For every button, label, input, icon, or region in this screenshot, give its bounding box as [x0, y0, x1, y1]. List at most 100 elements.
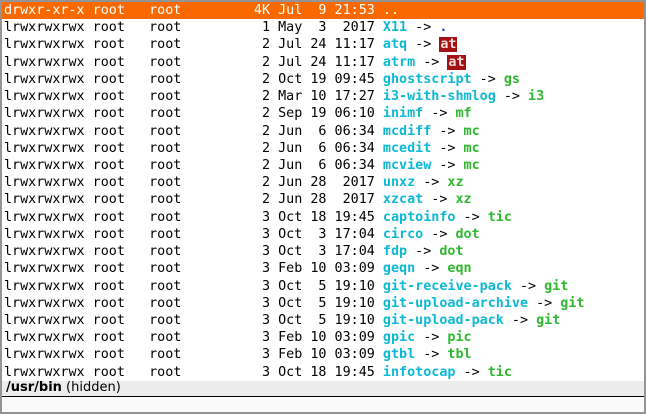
file-name: inimf [382, 106, 424, 122]
file-meta: lrwxrwxrwx root root 2 Mar 10 17:27 [4, 89, 383, 105]
file-row[interactable]: lrwxrwxrwx root root 2 Jun 6 06:34 mcdif… [2, 123, 644, 140]
file-row[interactable]: lrwxrwxrwx root root 2 Jun 28 2017 xzcat… [2, 191, 644, 208]
symlink-arrow: -> [431, 157, 464, 173]
file-name: mcdiff [382, 123, 432, 139]
symlink-target: mc [463, 157, 480, 173]
symlink-target: . [439, 20, 448, 36]
file-row[interactable]: lrwxrwxrwx root root 3 Feb 10 03:09 gtbl… [2, 346, 644, 363]
file-meta: lrwxrwxrwx root root 3 Oct 5 19:10 [4, 295, 383, 311]
status-bar: /usr/bin (hidden) [2, 379, 644, 412]
symlink-target: tic [487, 364, 512, 380]
file-name: gpic [382, 330, 416, 346]
file-row[interactable]: lrwxrwxrwx root root 2 Jul 24 11:17 atq … [2, 36, 644, 53]
file-row[interactable]: lrwxrwxrwx root root 2 Jun 28 2017 unxz … [2, 174, 644, 191]
file-meta: lrwxrwxrwx root root 2 Jul 24 11:17 [4, 37, 383, 53]
file-row[interactable]: lrwxrwxrwx root root 2 Mar 10 17:27 i3-w… [2, 88, 644, 105]
file-meta: lrwxrwxrwx root root 3 Oct 18 19:45 [4, 209, 383, 225]
file-row[interactable]: lrwxrwxrwx root root 1 May 3 2017 X11 ->… [2, 19, 644, 36]
symlink-arrow: -> [415, 330, 448, 346]
file-meta: lrwxrwxrwx root root 3 Oct 3 17:04 [4, 226, 383, 242]
file-row[interactable]: lrwxrwxrwx root root 3 Feb 10 03:09 gpic… [2, 329, 644, 346]
file-row[interactable]: lrwxrwxrwx root root 3 Oct 5 19:10 git-r… [2, 278, 644, 295]
file-name: atq [382, 37, 408, 53]
symlink-target: gs [503, 71, 520, 87]
file-row[interactable]: drwxr-xr-x root root 4K Jul 9 21:53 .. [2, 2, 644, 20]
symlink-arrow: -> [511, 278, 545, 294]
symlink-arrow: -> [415, 54, 448, 70]
file-meta: lrwxrwxrwx root root 2 Jun 28 2017 [4, 175, 383, 191]
file-meta: lrwxrwxrwx root root 3 Feb 10 03:09 [4, 261, 383, 277]
symlink-target: at [447, 54, 466, 70]
symlink-arrow: -> [495, 89, 529, 105]
file-name: git-receive-pack [382, 278, 512, 294]
symlink-arrow: -> [455, 364, 488, 380]
file-name: geqn [382, 261, 416, 277]
file-meta: lrwxrwxrwx root root 3 Oct 5 19:10 [4, 278, 383, 294]
symlink-arrow: -> [423, 226, 456, 242]
file-row[interactable]: lrwxrwxrwx root root 2 Jul 24 11:17 atrm… [2, 54, 644, 71]
symlink-arrow: -> [415, 347, 448, 363]
file-meta: lrwxrwxrwx root root 3 Oct 18 19:45 [4, 364, 383, 380]
file-meta: lrwxrwxrwx root root 2 Jun 6 06:34 [4, 140, 383, 156]
file-row[interactable]: lrwxrwxrwx root root 3 Feb 10 03:09 geqn… [2, 260, 644, 277]
status-line: /usr/bin (hidden) [2, 379, 644, 397]
symlink-target: xz [447, 175, 464, 191]
file-meta: lrwxrwxrwx root root 3 Oct 5 19:10 [4, 312, 383, 328]
file-meta: lrwxrwxrwx root root 3 Oct 3 17:04 [4, 244, 383, 260]
symlink-target: at [439, 37, 458, 53]
file-name: gtbl [382, 347, 416, 363]
file-meta: lrwxrwxrwx root root 2 Jun 6 06:34 [4, 157, 383, 173]
symlink-arrow: -> [415, 175, 448, 191]
file-name: mcview [382, 157, 432, 173]
file-name: git-upload-pack [382, 312, 504, 328]
file-meta: lrwxrwxrwx root root 2 Jun 6 06:34 [4, 123, 383, 139]
file-row[interactable]: lrwxrwxrwx root root 2 Oct 19 09:45 ghos… [2, 71, 644, 88]
symlink-target: tbl [447, 347, 472, 363]
file-meta: lrwxrwxrwx root root 3 Feb 10 03:09 [4, 347, 383, 363]
symlink-arrow: -> [431, 123, 464, 139]
symlink-arrow: -> [423, 192, 456, 208]
file-name: captoinfo [382, 209, 456, 225]
symlink-target: mc [463, 123, 480, 139]
symlink-target: pic [447, 330, 472, 346]
file-row[interactable]: lrwxrwxrwx root root 3 Oct 18 19:45 info… [2, 364, 644, 381]
file-name: ghostscript [382, 71, 472, 87]
file-meta: lrwxrwxrwx root root 2 Jul 24 11:17 [4, 54, 383, 70]
symlink-arrow: -> [407, 20, 440, 36]
file-row[interactable]: lrwxrwxrwx root root 3 Oct 18 19:45 capt… [2, 209, 644, 226]
file-meta: lrwxrwxrwx root root 2 Jun 28 2017 [4, 192, 383, 208]
hidden-files-note: (hidden) [61, 379, 121, 395]
symlink-arrow: -> [415, 261, 448, 277]
symlink-target: i3 [528, 89, 545, 105]
file-name: circo [382, 226, 424, 242]
file-name: mcedit [382, 140, 432, 156]
file-meta: lrwxrwxrwx root root 3 Feb 10 03:09 [4, 330, 383, 346]
symlink-arrow: -> [528, 295, 561, 311]
file-name: X11 [382, 20, 408, 36]
symlink-target: git [560, 295, 585, 311]
symlink-target: xz [455, 192, 472, 208]
symlink-target: git [544, 278, 569, 294]
symlink-target: mf [455, 106, 472, 122]
file-list: drwxr-xr-x root root 4K Jul 9 21:53 .. lr… [2, 2, 644, 381]
file-name: git-upload-archive [382, 295, 529, 311]
file-name: .. [382, 3, 400, 18]
file-row[interactable]: lrwxrwxrwx root root 2 Jun 6 06:34 mcedi… [2, 140, 644, 157]
symlink-arrow: -> [503, 312, 537, 328]
file-row[interactable]: lrwxrwxrwx root root 2 Sep 19 06:10 inim… [2, 105, 644, 122]
file-row[interactable]: lrwxrwxrwx root root 3 Oct 3 17:04 fdp -… [2, 243, 644, 260]
file-row[interactable]: lrwxrwxrwx root root 3 Oct 3 17:04 circo… [2, 226, 644, 243]
file-row[interactable]: lrwxrwxrwx root root 3 Oct 5 19:10 git-u… [2, 312, 644, 329]
file-name: fdp [382, 244, 408, 260]
symlink-target: dot [455, 226, 480, 242]
file-name: i3-with-shmlog [382, 89, 496, 105]
file-name: infotocap [382, 364, 456, 380]
symlink-target: tic [487, 209, 512, 225]
symlink-arrow: -> [431, 140, 464, 156]
current-path: /usr/bin [6, 379, 62, 395]
file-row[interactable]: lrwxrwxrwx root root 2 Jun 6 06:34 mcvie… [2, 157, 644, 174]
file-meta: drwxr-xr-x root root 4K Jul 9 21:53 [4, 3, 383, 18]
symlink-target: git [536, 312, 561, 328]
file-row[interactable]: lrwxrwxrwx root root 3 Oct 5 19:10 git-u… [2, 295, 644, 312]
